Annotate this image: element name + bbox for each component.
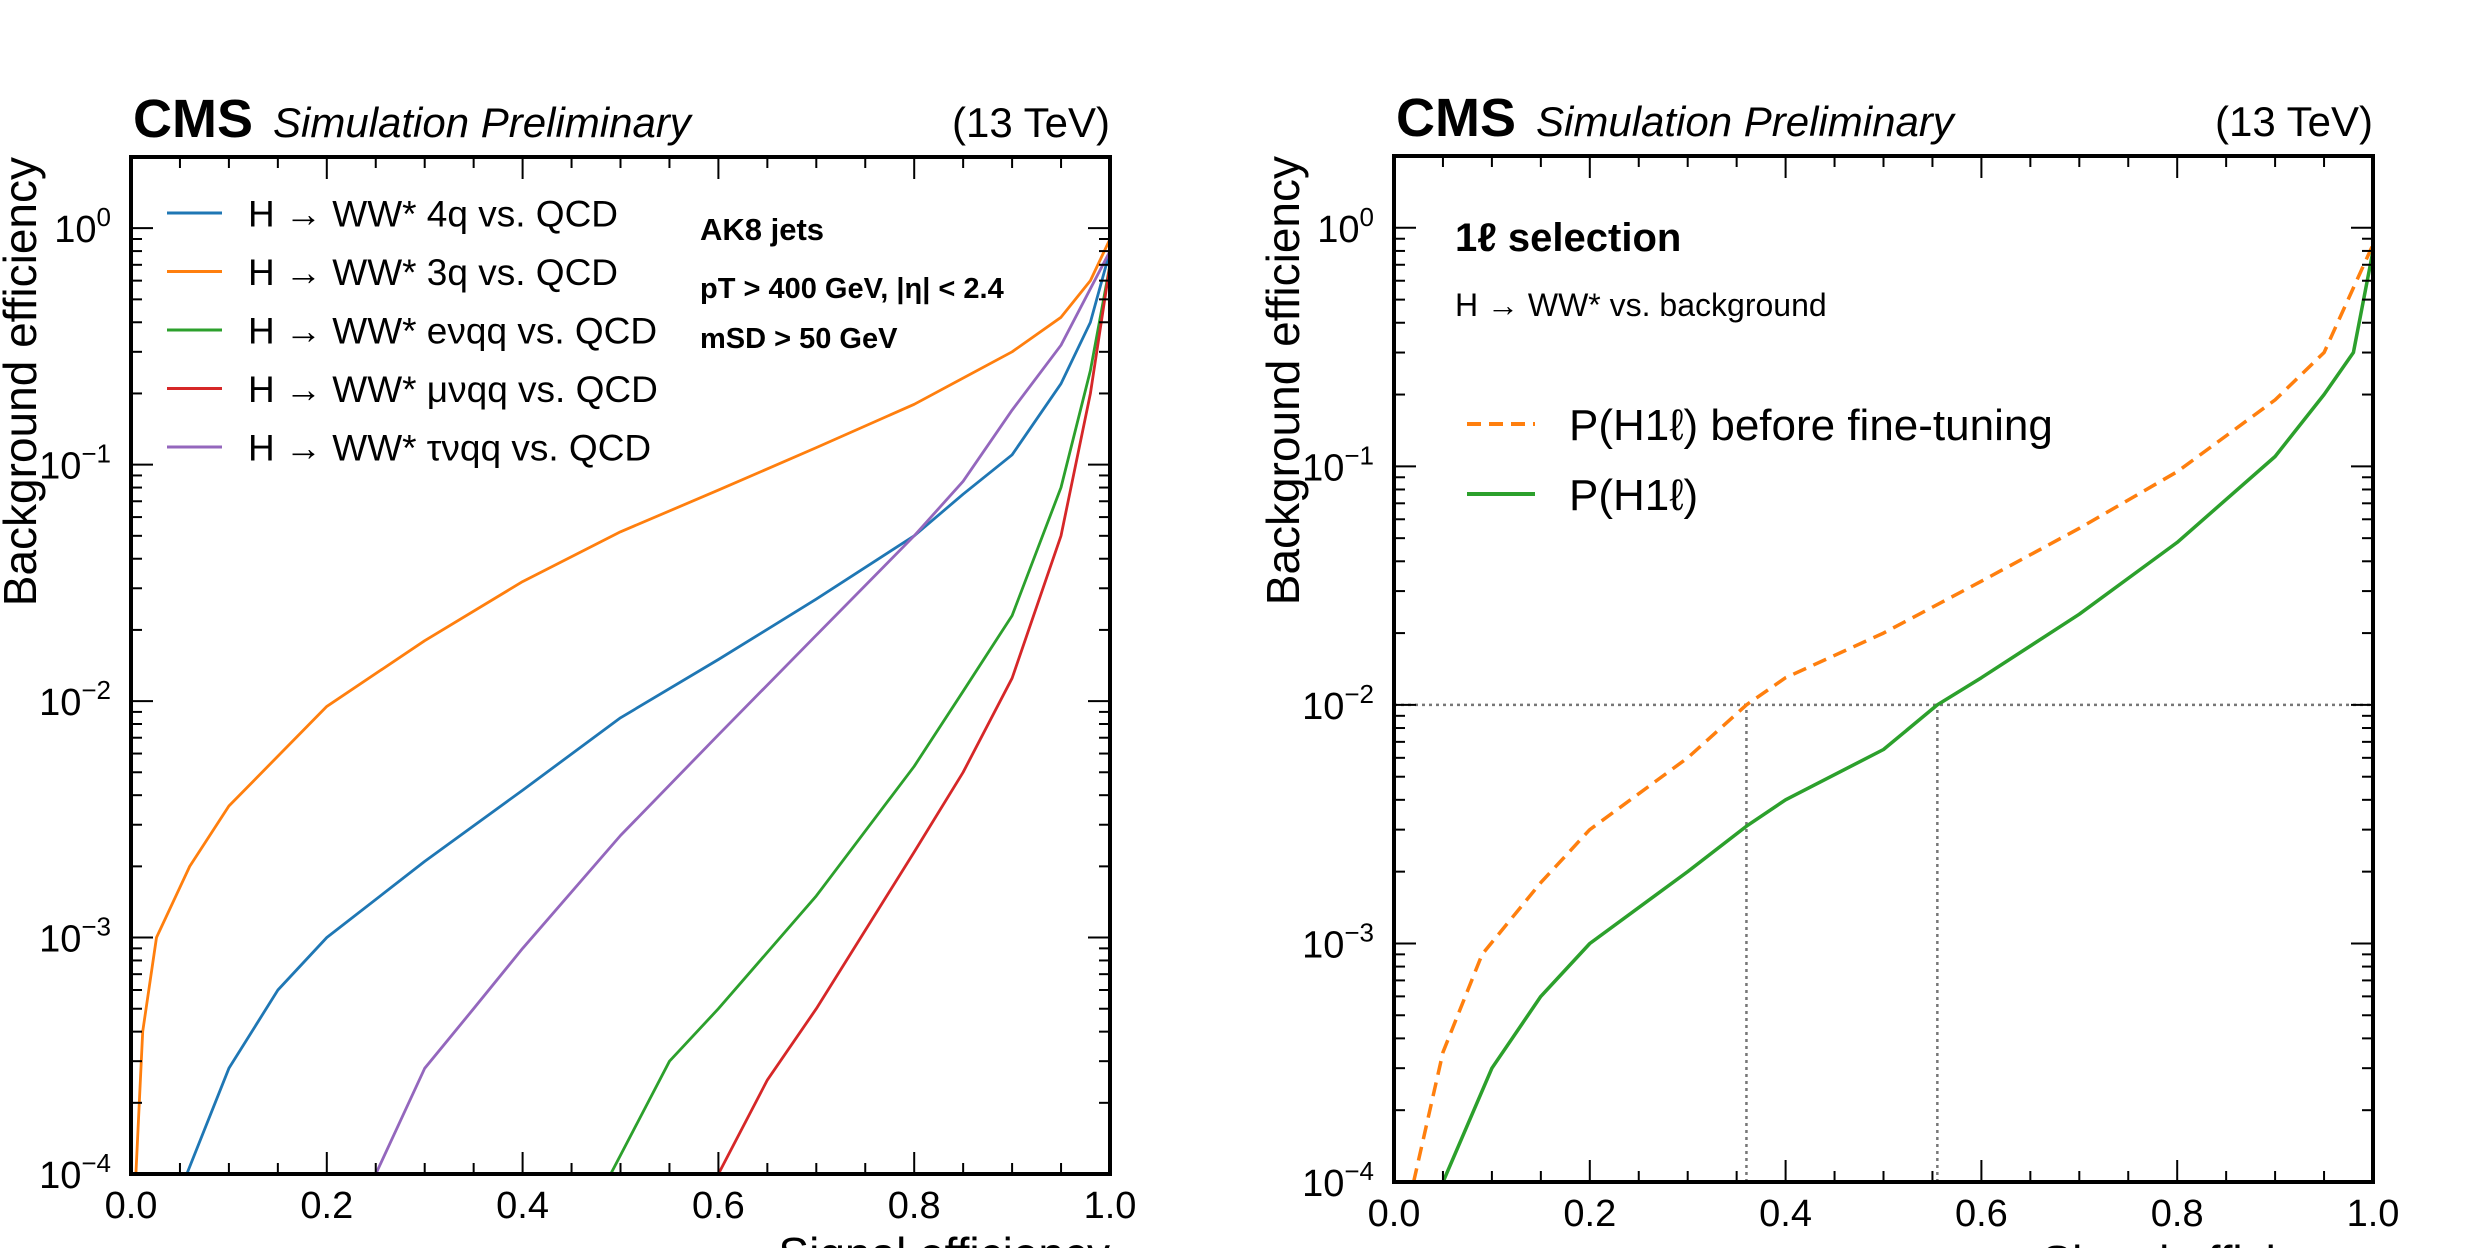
y-tick-exponent: −4 (81, 1148, 111, 1178)
legend-label: H → WW* τνqq vs. QCD (248, 427, 651, 468)
energy-label: (13 TeV) (952, 99, 1110, 146)
annotation-text: mSD > 50 GeV (700, 323, 898, 355)
x-axis-title: Signal efficiency (2041, 1236, 2373, 1248)
plot-frame (1392, 154, 2375, 1184)
y-tick-label: 100 (54, 202, 111, 251)
x-tick-label: 0.8 (2151, 1193, 2204, 1235)
cms-label: CMS (133, 89, 253, 149)
series-line-2 (134, 238, 1110, 1174)
y-tick-exponent: −3 (81, 912, 111, 942)
legend-label: P(H1ℓ) before fine-tuning (1569, 401, 2053, 450)
series-line-1 (1411, 243, 2373, 1182)
legend-label: P(H1ℓ) (1569, 471, 1698, 520)
x-axis-title: Signal efficiency (778, 1228, 1110, 1248)
legend: P(H1ℓ) before fine-tuning P(H1ℓ) (1467, 401, 2053, 520)
y-tick-label: 10−2 (39, 675, 111, 724)
series-line-3 (609, 264, 1110, 1174)
legend: H → WW* 4q vs. QCD H → WW* 3q vs. QCD H → … (167, 193, 658, 468)
x-tick-label: 0.2 (300, 1185, 353, 1227)
y-tick-label: 10−1 (1302, 440, 1374, 489)
y-tick-label: 10−2 (1302, 679, 1374, 728)
x-tick-label: 0.8 (888, 1185, 941, 1227)
y-tick-exponent: −3 (1344, 917, 1374, 947)
series-line-5 (374, 250, 1110, 1174)
chart-panel-1: 0.0 0.2 0.4 0.6 0.8 1.0 10−4 10−3 10−2 10−1 100 Sig… (0, 89, 1136, 1248)
x-tick-label: 0.6 (692, 1185, 745, 1227)
y-tick-label: 10−4 (1302, 1156, 1374, 1205)
simulation-preliminary-label: Simulation Preliminary (273, 99, 694, 146)
chart-panel-2: 0.0 0.2 0.4 0.6 0.8 1.0 10−4 10−3 10−2 10−1 100 Sig… (1257, 88, 2399, 1248)
y-tick-label: 100 (1317, 202, 1374, 251)
y-tick-exponent: −4 (1344, 1156, 1374, 1186)
legend-label: H → WW* 3q vs. QCD (248, 252, 618, 293)
x-tick-label: 0.0 (1368, 1193, 1421, 1235)
plot-frame (129, 155, 1112, 1176)
y-axis-title: Background efficiency (1257, 156, 1309, 605)
legend-label: H → WW* μνqq vs. QCD (248, 369, 658, 410)
x-tick-label: 1.0 (2347, 1193, 2400, 1235)
annotation-text: 1ℓ selection (1455, 216, 1681, 260)
x-tick-label: 0.6 (1955, 1193, 2008, 1235)
legend-label: H → WW* 4q vs. QCD (248, 193, 618, 234)
y-tick-exponent: 0 (1360, 202, 1374, 232)
energy-label: (13 TeV) (2215, 98, 2373, 145)
y-tick-label: 10−1 (39, 439, 111, 488)
y-tick-exponent: −2 (1344, 679, 1374, 709)
y-tick-label: 10−3 (39, 912, 111, 961)
y-tick-label: 10−3 (1302, 917, 1374, 966)
series-line-2 (1441, 250, 2373, 1182)
annotation-text: AK8 jets (700, 212, 824, 247)
cms-label: CMS (1396, 88, 1516, 148)
x-tick-label: 0.4 (1759, 1193, 1812, 1235)
series-line-4 (717, 264, 1110, 1174)
x-tick-label: 0.0 (105, 1185, 158, 1227)
simulation-preliminary-label: Simulation Preliminary (1536, 98, 1957, 145)
y-tick-exponent: −1 (1344, 440, 1374, 470)
annotation-text: pT > 400 GeV, |η| < 2.4 (700, 273, 1004, 305)
annotation-text: H → WW* vs. background (1455, 287, 1827, 323)
y-tick-label: 10−4 (39, 1148, 111, 1197)
x-tick-label: 1.0 (1084, 1185, 1137, 1227)
y-axis-title: Background efficiency (0, 157, 46, 606)
x-tick-label: 0.2 (1563, 1193, 1616, 1235)
legend-label: H → WW* eνqq vs. QCD (248, 310, 657, 351)
y-tick-exponent: −2 (81, 675, 111, 705)
series-line-1 (185, 250, 1110, 1174)
y-tick-exponent: −1 (81, 439, 111, 469)
y-tick-exponent: 0 (97, 202, 111, 232)
x-tick-label: 0.4 (496, 1185, 549, 1227)
